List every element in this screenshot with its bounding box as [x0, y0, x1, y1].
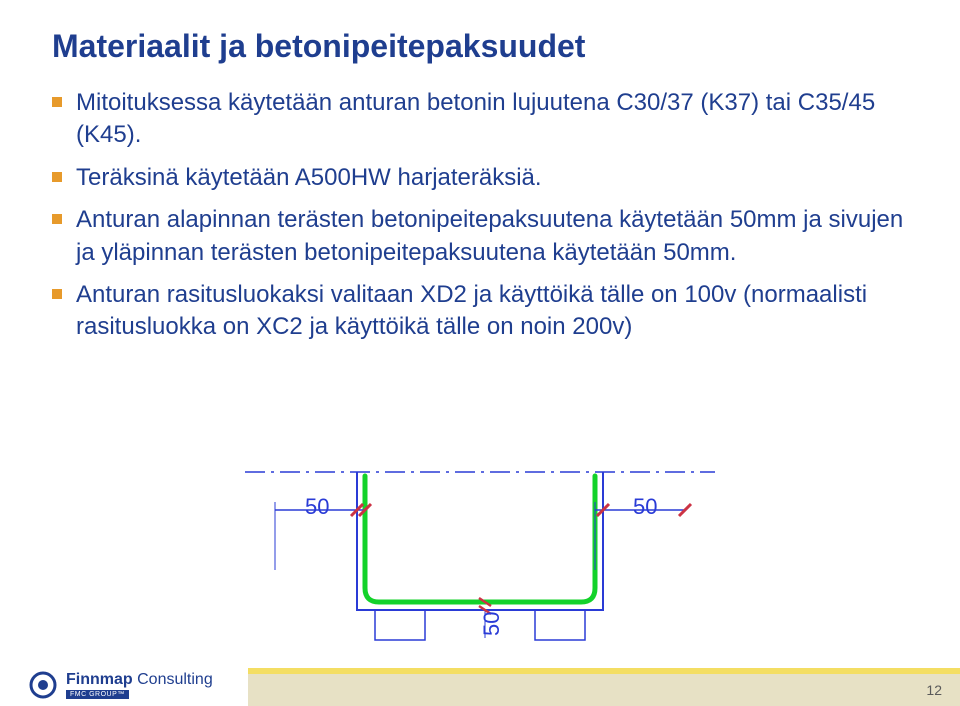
footer: Finnmap Consulting FMC GROUP™ 12 — [0, 654, 960, 706]
svg-text:50: 50 — [633, 494, 657, 519]
bullet-marker-icon — [52, 289, 62, 299]
bullet-list: Mitoituksessa käytetään anturan betonin … — [52, 87, 908, 344]
diagram-container: 50 50 50 — [0, 462, 960, 642]
bullet-text: Mitoituksessa käytetään anturan betonin … — [76, 87, 908, 152]
bullet-item: Anturan alapinnan terästen betonipeitepa… — [52, 204, 908, 269]
bullet-marker-icon — [52, 97, 62, 107]
logo-subtext: FMC GROUP™ — [66, 690, 129, 699]
logo: Finnmap Consulting FMC GROUP™ — [28, 670, 213, 700]
slide-title: Materiaalit ja betonipeitepaksuudet — [52, 28, 908, 65]
cross-section-diagram: 50 50 50 — [245, 462, 715, 642]
bullet-marker-icon — [52, 172, 62, 182]
svg-text:50: 50 — [305, 494, 329, 519]
logo-brand-2: Consulting — [137, 671, 213, 688]
logo-mark-icon — [28, 670, 58, 700]
logo-text: Finnmap Consulting FMC GROUP™ — [66, 672, 213, 699]
svg-text:50: 50 — [479, 612, 504, 636]
slide: Materiaalit ja betonipeitepaksuudet Mito… — [0, 0, 960, 706]
logo-brand-1: Finnmap — [66, 671, 133, 688]
bullet-text: Anturan alapinnan terästen betonipeitepa… — [76, 204, 908, 269]
bullet-text: Anturan rasitusluokaksi valitaan XD2 ja … — [76, 279, 908, 344]
page-number: 12 — [926, 682, 942, 698]
bullet-text: Teräksinä käytetään A500HW harjateräksiä… — [76, 162, 542, 194]
footer-stripe-main — [248, 674, 960, 706]
bullet-item: Mitoituksessa käytetään anturan betonin … — [52, 87, 908, 152]
bullet-item: Anturan rasitusluokaksi valitaan XD2 ja … — [52, 279, 908, 344]
bullet-marker-icon — [52, 214, 62, 224]
bullet-item: Teräksinä käytetään A500HW harjateräksiä… — [52, 162, 908, 194]
